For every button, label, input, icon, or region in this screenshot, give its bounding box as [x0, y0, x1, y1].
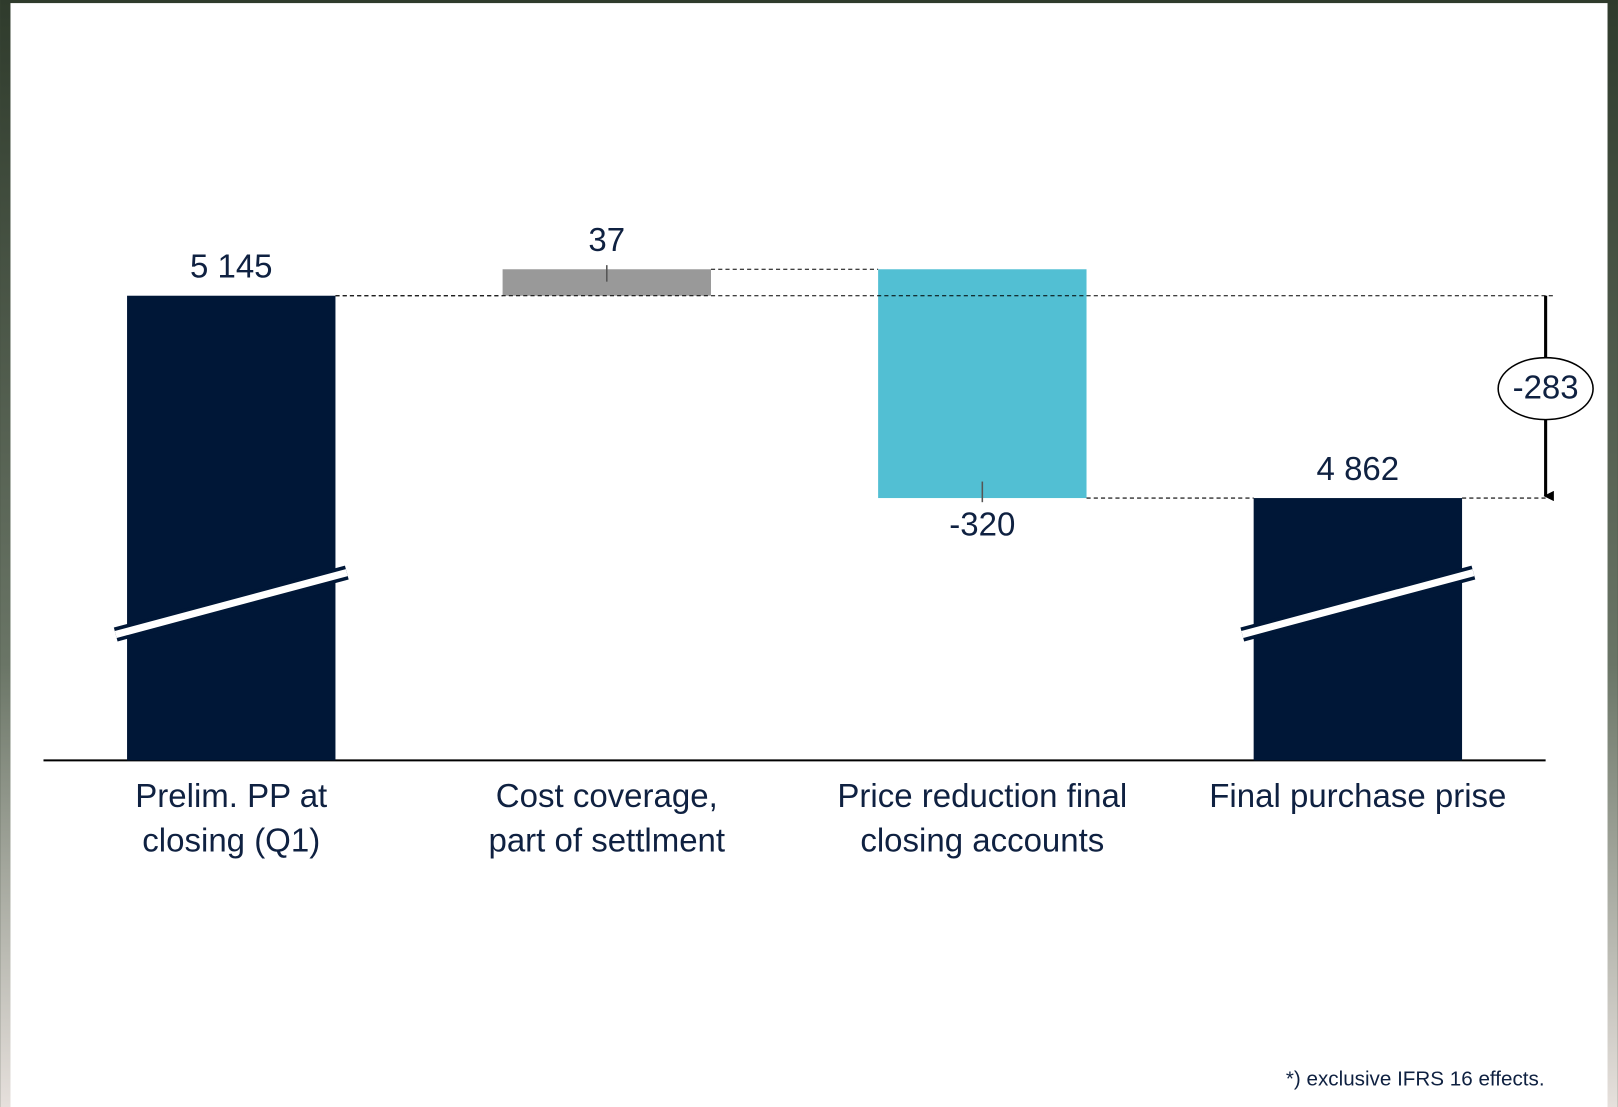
x-tick-label: closing (Q1): [142, 822, 320, 859]
value-label: 4 862: [1317, 450, 1400, 487]
x-tick-label: Price reduction final: [837, 777, 1127, 814]
axis-break: [1241, 569, 1475, 638]
difference-label: -283: [1513, 368, 1579, 405]
value-label: 37: [588, 221, 625, 258]
footnote: *) exclusive IFRS 16 effects.: [1286, 1068, 1545, 1091]
value-label: -320: [949, 506, 1015, 543]
x-tick-label: Cost coverage,: [496, 777, 718, 814]
x-tick-label: part of settlment: [488, 822, 725, 859]
axis-break: [114, 569, 348, 638]
x-tick-label: closing accounts: [860, 822, 1104, 859]
x-tick-label: Prelim. PP at: [135, 777, 327, 814]
bar: [127, 295, 336, 761]
bar: [878, 269, 1087, 499]
x-tick-label: Final purchase prise: [1209, 777, 1506, 814]
value-label: 5 145: [190, 248, 273, 285]
difference-badge: [1497, 356, 1594, 421]
